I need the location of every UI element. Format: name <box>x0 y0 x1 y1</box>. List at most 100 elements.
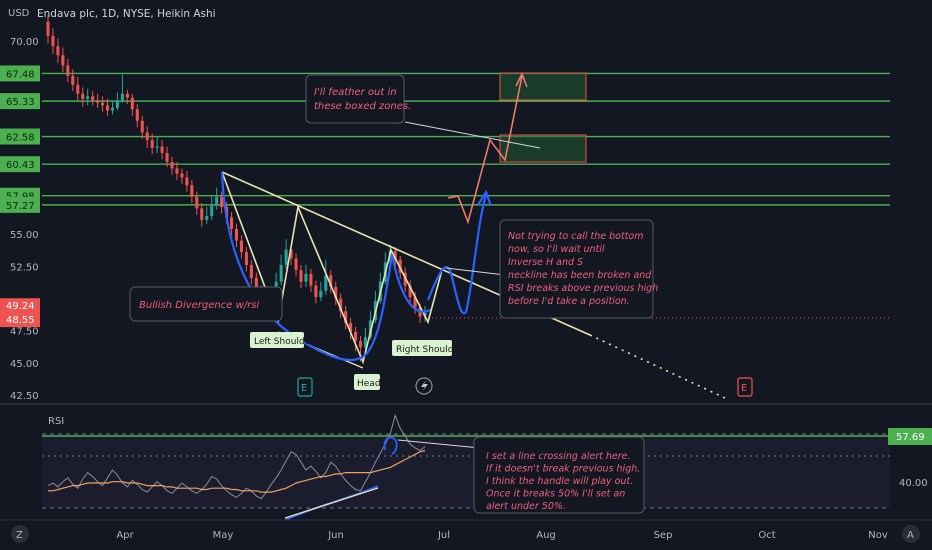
event-marker-e-green[interactable] <box>297 377 313 397</box>
bottom-note-box[interactable] <box>499 219 654 319</box>
alert-note-lines: I set a line crossing alert here. If it d… <box>486 451 640 512</box>
candle-body <box>130 97 134 110</box>
hand-drawn-cup-curve <box>220 171 431 361</box>
candle-body <box>145 132 149 141</box>
price-tag-0 <box>0 298 40 314</box>
candle-body <box>309 273 313 286</box>
candle-body <box>140 120 144 133</box>
candle-body <box>175 168 179 174</box>
level-tag-1 <box>0 93 40 110</box>
candle-body <box>363 337 368 348</box>
divergence-line-rsi <box>284 487 379 519</box>
level-tag-0 <box>0 65 40 82</box>
divergence-note-box[interactable] <box>129 286 283 322</box>
candle-body <box>135 109 139 121</box>
time-label-2: Jun <box>327 530 344 541</box>
rsi-hand-circle <box>383 436 398 455</box>
level-tag-text-1: 65.33 <box>6 97 35 108</box>
event-marker-e-red[interactable] <box>737 377 753 397</box>
candle-body <box>195 196 199 209</box>
candle-body <box>165 152 169 163</box>
bottom-note-line-1: now, so I'll wait until <box>508 244 605 255</box>
candle-body <box>51 35 55 47</box>
rsi-pane: RSI I set a line crossing alert here. If … <box>0 403 932 521</box>
candle-body <box>125 93 129 98</box>
candle-body <box>110 107 115 111</box>
candle-body <box>304 273 308 282</box>
rsi-label: RSI <box>48 416 64 427</box>
candle-body <box>284 249 288 265</box>
candle-body <box>180 173 184 178</box>
candle-body <box>254 277 258 291</box>
rsi-axis-tick: 40.00 <box>899 478 928 489</box>
candle-body <box>234 228 239 241</box>
candle-body <box>96 100 100 103</box>
feather-note-box[interactable] <box>305 74 405 124</box>
rsi-ma-line <box>48 449 426 493</box>
candle-body <box>101 102 105 106</box>
divergence-note-text: Bullish Divergence w/rsi <box>139 300 259 311</box>
candle-body <box>66 65 70 76</box>
label-head-text: Head <box>357 379 381 389</box>
bottom-note-line-2: Inverse H and S <box>508 257 583 268</box>
lightning-icon[interactable] <box>415 377 433 395</box>
candle-body <box>61 55 65 66</box>
candle-body <box>81 93 85 99</box>
price-tick-0: 70.00 <box>10 37 39 48</box>
projection-arrow-head <box>515 72 528 88</box>
rsi-series-line <box>47 413 426 500</box>
candle-body <box>150 140 154 148</box>
level-tag-text-0: 67.48 <box>6 69 35 80</box>
label-head[interactable] <box>354 374 380 390</box>
price-tag-text-0: 49.24 <box>6 301 35 312</box>
time-label-3: Jul <box>437 530 450 541</box>
boxed-zone-lower <box>499 134 587 163</box>
candle-body <box>393 250 397 260</box>
symbol-line: Endava plc, 1D, NYSE, Heikin Ashi <box>37 8 216 20</box>
candle-body <box>215 196 219 206</box>
bottom-note-lines: Not trying to call the bottom now, so I'l… <box>508 231 658 307</box>
candle-body <box>344 311 348 323</box>
label-right-shoulder[interactable] <box>392 340 452 356</box>
candle-body <box>289 249 293 259</box>
candle-body <box>120 93 124 101</box>
price-tick-2: 52.50 <box>10 262 39 273</box>
rsi-value-tag-text: 57.69 <box>896 432 925 443</box>
time-label-0: Apr <box>116 530 134 541</box>
time-axis: Apr May Jun Jul Aug Sep Oct Nov <box>116 530 887 541</box>
boxed-zone-upper <box>499 72 587 101</box>
annotations: I'll feather out in these boxed zones. B… <box>129 74 753 397</box>
candle-body <box>205 216 209 220</box>
candle-body <box>71 75 75 85</box>
candle-body <box>200 208 204 220</box>
time-label-5: Sep <box>654 530 673 541</box>
profit-boxes <box>499 72 587 163</box>
auto-scale-button[interactable] <box>902 525 920 543</box>
candle-body <box>388 250 392 263</box>
label-left-shoulder[interactable] <box>250 332 304 348</box>
alert-note-line-0: I set a line crossing alert here. <box>486 451 631 462</box>
candle-body <box>368 320 372 338</box>
candle-body <box>115 100 119 108</box>
level-tag-text-3: 60.43 <box>6 160 35 171</box>
label-left-shoulder-text: Left Shoulder <box>254 337 314 347</box>
bottom-note-line-5: before I'd take a position. <box>508 296 630 307</box>
price-tick-4: 45.00 <box>10 359 39 370</box>
level-tag-text-2: 62.58 <box>6 133 35 144</box>
candle-body <box>210 205 214 217</box>
candle-body <box>358 340 363 348</box>
alert-note-line-3: Once it breaks 50% I'll set an <box>486 489 625 500</box>
price-tick-1: 55.00 <box>10 230 39 241</box>
level-tag-2 <box>0 128 40 145</box>
level-tag-3 <box>0 156 40 173</box>
feather-note-line-1: I'll feather out in <box>314 87 397 98</box>
candle-body <box>354 331 358 341</box>
hand-drawn-projection <box>426 194 488 315</box>
candle-body <box>349 322 353 332</box>
timezone-button[interactable] <box>11 525 29 543</box>
event-marker-e-red-text: E <box>741 383 747 394</box>
time-label-1: May <box>213 530 234 541</box>
alert-note-box[interactable] <box>473 436 645 514</box>
